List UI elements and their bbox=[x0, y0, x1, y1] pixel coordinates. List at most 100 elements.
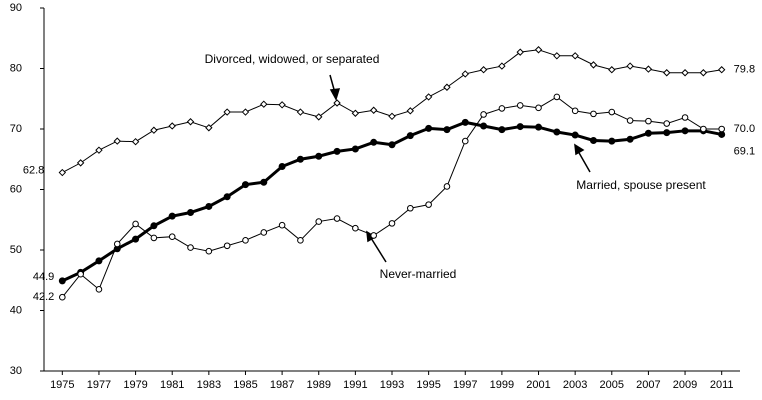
marker bbox=[388, 220, 396, 227]
series-line bbox=[62, 49, 722, 174]
series: 44.9 69.1 Married, spouse present bbox=[33, 118, 755, 285]
marker bbox=[241, 181, 249, 189]
y-tick-label: 70 bbox=[10, 123, 22, 135]
marker bbox=[315, 218, 323, 225]
marker bbox=[718, 125, 725, 133]
marker bbox=[333, 215, 341, 222]
marker bbox=[681, 69, 689, 77]
marker bbox=[168, 233, 176, 240]
marker bbox=[297, 237, 304, 244]
marker bbox=[205, 202, 213, 210]
marker bbox=[131, 137, 140, 146]
marker bbox=[333, 99, 341, 107]
x-tick-label: 2005 bbox=[600, 379, 624, 391]
marker bbox=[241, 108, 250, 116]
marker bbox=[571, 52, 579, 60]
marker bbox=[589, 136, 597, 144]
marker bbox=[626, 62, 634, 70]
marker bbox=[58, 168, 67, 177]
marker bbox=[388, 112, 396, 121]
marker bbox=[681, 114, 689, 121]
marker bbox=[407, 204, 414, 212]
marker bbox=[260, 100, 268, 108]
marker bbox=[571, 131, 579, 139]
x-tick-label: 1977 bbox=[87, 379, 111, 391]
marker bbox=[278, 221, 286, 229]
marker bbox=[498, 105, 506, 112]
marker bbox=[168, 122, 176, 130]
x-tick-label: 2003 bbox=[563, 379, 587, 391]
y-tick-label: 40 bbox=[10, 304, 22, 316]
marker bbox=[113, 240, 121, 248]
x-tick-label: 1985 bbox=[233, 379, 257, 391]
marker bbox=[406, 132, 414, 140]
x-tick-label: 1991 bbox=[343, 379, 367, 391]
marker bbox=[425, 201, 432, 208]
marker bbox=[132, 220, 139, 228]
marker bbox=[315, 113, 323, 121]
marker bbox=[535, 104, 542, 112]
marker bbox=[242, 237, 249, 244]
y-tick-label: 30 bbox=[10, 365, 22, 377]
marker bbox=[663, 129, 671, 137]
marker bbox=[663, 120, 671, 127]
marker bbox=[369, 106, 378, 114]
marker bbox=[223, 108, 231, 116]
marker bbox=[223, 193, 231, 201]
value-label: 79.8 bbox=[734, 64, 755, 76]
marker bbox=[260, 178, 268, 186]
value-label: 44.9 bbox=[33, 271, 54, 283]
marker bbox=[443, 183, 451, 190]
marker bbox=[59, 293, 66, 301]
marker bbox=[388, 141, 396, 149]
marker bbox=[498, 62, 506, 70]
marker bbox=[260, 229, 268, 236]
marker bbox=[352, 224, 359, 232]
marker bbox=[553, 52, 561, 60]
arrow-head bbox=[574, 143, 585, 156]
marker bbox=[461, 118, 469, 126]
marker bbox=[296, 108, 305, 116]
marker bbox=[663, 69, 671, 77]
marker bbox=[700, 125, 707, 133]
marker bbox=[589, 61, 598, 69]
y-tick-label: 90 bbox=[10, 2, 22, 14]
marker bbox=[132, 235, 140, 243]
marker bbox=[58, 277, 66, 285]
marker bbox=[95, 257, 103, 265]
arrow bbox=[577, 150, 591, 173]
marker bbox=[590, 110, 597, 118]
series: 62.8 79.8 Divorced, widowed, or separated bbox=[23, 46, 755, 177]
marker bbox=[534, 46, 543, 54]
marker bbox=[425, 124, 433, 132]
x-tick-label: 1979 bbox=[123, 379, 147, 391]
series-name: Married, spouse present bbox=[576, 178, 706, 192]
marker bbox=[608, 137, 616, 145]
marker bbox=[717, 66, 726, 74]
marker bbox=[424, 93, 433, 101]
x-tick-label: 2007 bbox=[636, 379, 660, 391]
marker bbox=[278, 101, 286, 109]
marker bbox=[608, 108, 616, 116]
x-tick-label: 1999 bbox=[490, 379, 514, 391]
marker bbox=[516, 123, 524, 131]
marker bbox=[333, 147, 341, 155]
marker bbox=[626, 135, 634, 143]
marker bbox=[205, 124, 213, 132]
marker bbox=[296, 155, 304, 163]
series: 42.2 70.0 Never-married bbox=[33, 93, 755, 303]
marker bbox=[553, 93, 561, 101]
x-tick-label: 1997 bbox=[453, 379, 477, 391]
marker bbox=[168, 212, 176, 220]
marker bbox=[461, 70, 469, 78]
marker bbox=[278, 163, 286, 171]
marker bbox=[95, 286, 103, 293]
marker bbox=[571, 107, 579, 115]
marker bbox=[535, 123, 543, 131]
marker bbox=[645, 117, 652, 125]
marker bbox=[461, 137, 469, 145]
marker bbox=[443, 83, 451, 91]
marker bbox=[553, 128, 561, 136]
marker bbox=[77, 270, 84, 278]
